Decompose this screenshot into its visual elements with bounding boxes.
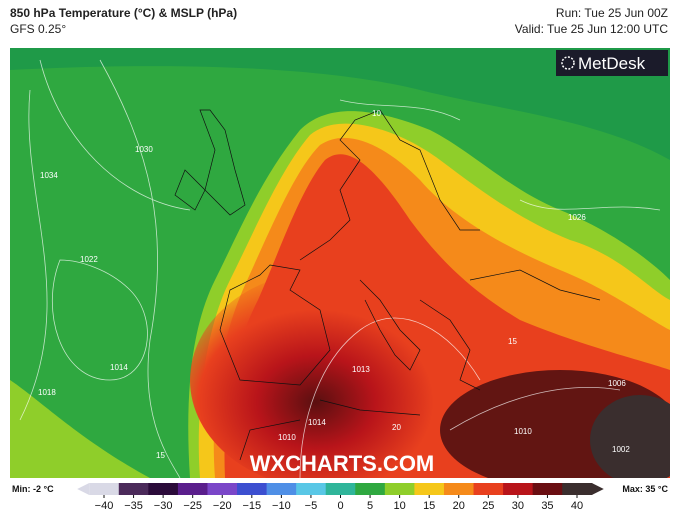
coastlines — [174, 109, 601, 461]
warm-sw — [10, 380, 150, 478]
isobar-label: 1026 — [568, 213, 586, 222]
colorbar-segment — [532, 483, 563, 495]
colorbar-tick-label: 40 — [571, 500, 583, 512]
isobars — [19, 59, 661, 478]
colorbar-tick-label: 10 — [394, 500, 406, 512]
isobar-label: 1014 — [308, 418, 326, 427]
subtitle: GFS 0.25° — [10, 22, 66, 36]
legend-max: Max: 35 °C — [622, 484, 668, 494]
colorbar-segment — [325, 483, 356, 495]
isobar-label: 1014 — [110, 363, 128, 372]
watermark: WXCHARTS.COM — [250, 451, 435, 476]
valid: Valid: Tue 25 Jun 12:00 UTC — [515, 22, 669, 36]
colorbar-segment — [207, 483, 238, 495]
colorbar-arrow — [591, 483, 604, 495]
colorbar-tick-label: 35 — [541, 500, 553, 512]
colorbar-segment — [503, 483, 534, 495]
logo-icon — [561, 56, 575, 70]
title: 850 hPa Temperature (°C) & MSLP (hPa) — [10, 6, 237, 20]
logo: MetDesk — [578, 54, 646, 73]
isobar-label: 1013 — [352, 365, 370, 374]
isobar-label: 1010 — [514, 427, 532, 436]
colorbar-segment — [148, 483, 179, 495]
colorbar-segment — [414, 483, 445, 495]
run: Run: Tue 25 Jun 00Z — [556, 6, 668, 20]
legend-min: Min: -2 °C — [12, 484, 54, 494]
colorbar-tick-label: −35 — [124, 500, 143, 512]
colorbar-tick-label: 5 — [367, 500, 373, 512]
isobar-label: 1030 — [135, 145, 153, 154]
colorbar-segment — [118, 483, 149, 495]
colorbar-tick-label: 30 — [512, 500, 524, 512]
isobar-label: 1006 — [608, 379, 626, 388]
isobar-label: 15 — [508, 337, 517, 346]
colorbar-tick-label: 15 — [423, 500, 435, 512]
colorbar-segment — [89, 483, 120, 495]
colorbar-segment — [562, 483, 593, 495]
colorbar-tick-label: 25 — [482, 500, 494, 512]
colorbar-tick-label: −30 — [154, 500, 173, 512]
colorbar-segment — [296, 483, 327, 495]
heat-core — [190, 270, 470, 478]
isobar-label: 1034 — [40, 171, 58, 180]
isobar-label: 1002 — [612, 445, 630, 454]
colorbar-tick-label: 20 — [453, 500, 465, 512]
colorbar-segment — [266, 483, 297, 495]
colorbar-segment — [177, 483, 208, 495]
colorbar: −40 −35 −30 −25 −20 −15 −10 −5 0 5 10 15 20 25 30 35 40 — [77, 483, 604, 512]
colorbar-segment — [355, 483, 386, 495]
colorbar-tick-label: −15 — [242, 500, 261, 512]
colorbar-arrow — [77, 483, 90, 495]
isobar-label: 20 — [392, 423, 401, 432]
isobar-label: 1018 — [38, 388, 56, 397]
isobar-label: 15 — [156, 451, 165, 460]
cool-zone — [10, 48, 670, 160]
colorbar-tick-label: 0 — [337, 500, 343, 512]
colorbar-segment — [473, 483, 504, 495]
colorbar-tick-label: −40 — [95, 500, 114, 512]
isobar-label: 1022 — [80, 255, 98, 264]
colorbar-tick-label: −25 — [183, 500, 202, 512]
isobar-label: 10 — [372, 109, 381, 118]
colorbar-segment — [237, 483, 268, 495]
colorbar-tick-label: −20 — [213, 500, 232, 512]
colorbar-tick-label: −5 — [305, 500, 318, 512]
map: 1034 1030 1022 1014 1018 1026 1013 1014 … — [10, 48, 670, 478]
colorbar-segment — [443, 483, 475, 495]
isobar-label: 1010 — [278, 433, 296, 442]
colorbar-tick-label: −10 — [272, 500, 291, 512]
colorbar-segment — [384, 483, 415, 495]
max-zone — [590, 395, 670, 478]
